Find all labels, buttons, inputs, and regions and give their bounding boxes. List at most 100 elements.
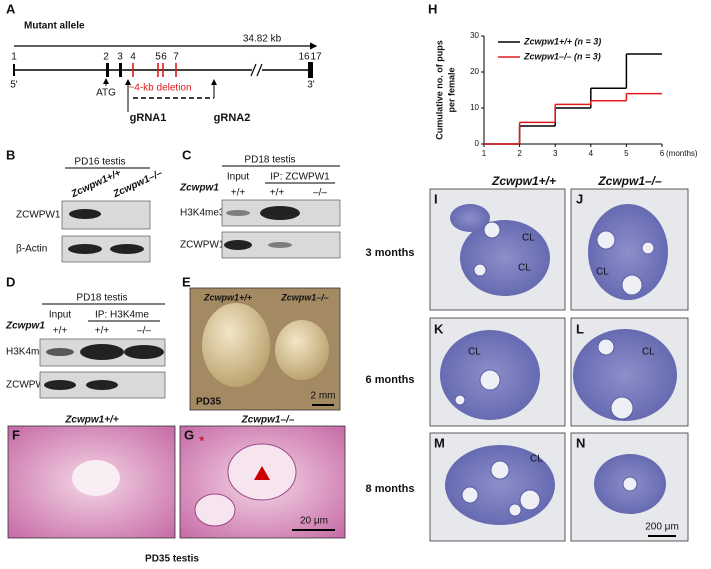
exon-number: 2 xyxy=(103,52,109,63)
genotype: Zcwpw1–/– xyxy=(597,174,662,188)
five-prime: 5' xyxy=(10,80,18,91)
exon-number: 6 xyxy=(161,52,167,63)
panel-label: N xyxy=(576,435,585,450)
gene: Zcwpw1 xyxy=(5,321,45,332)
column-label: IP: H3K4me xyxy=(95,310,149,321)
panel-label: H xyxy=(428,1,437,16)
band xyxy=(44,380,76,390)
grna-label: gRNA2 xyxy=(214,112,251,124)
cl-label: CL xyxy=(518,263,531,274)
panel-label: J xyxy=(576,191,583,206)
row-label: H3K4me3 xyxy=(6,347,51,358)
x-tick-label: 2 xyxy=(517,149,522,158)
lumen xyxy=(72,460,120,496)
y-tick-label: 20 xyxy=(470,67,479,76)
band xyxy=(80,344,124,360)
genotype: Zcwpw1+/+ xyxy=(64,415,119,426)
row-label: H3K4me3 xyxy=(180,208,225,219)
genotype: +/+ xyxy=(231,188,246,199)
tissue: PD18 testis xyxy=(244,155,295,166)
genotype: Zcwpw1+/+ xyxy=(491,174,556,188)
length-label: 34.82 kb xyxy=(243,34,282,45)
panel-fg: Zcwpw1+/+ Zcwpw1–/– * F G 20 μm PD35 tes… xyxy=(7,415,346,565)
legend-label: Zcwpw1+/+ (n = 3) xyxy=(523,36,601,46)
panel-a: A Mutant allele 34.82 kb 1 2 3 4 5 6 7 1… xyxy=(6,1,322,123)
panel-label: F xyxy=(12,427,20,442)
exon xyxy=(119,63,122,77)
cl-label: CL xyxy=(530,454,543,465)
row-label: ZCWPW1 xyxy=(16,210,61,221)
genotype: Zcwpw1–/– xyxy=(280,292,329,302)
deletion-label: ~4-kb deletion xyxy=(128,83,191,94)
band xyxy=(110,244,144,254)
caption: PD35 testis xyxy=(145,554,199,565)
x-tick-label: 6 xyxy=(660,149,665,158)
x-tick-label: 3 xyxy=(553,149,558,158)
y-tick-label: 30 xyxy=(470,31,479,40)
exon-number: 7 xyxy=(173,52,179,63)
stage: PD35 xyxy=(196,397,221,408)
exon-number: 5 xyxy=(155,52,161,63)
panel-c: C PD18 testis Input IP: ZCWPW1 Zcwpw1 +/… xyxy=(179,147,341,259)
exon-number: 17 xyxy=(310,52,322,63)
band xyxy=(86,380,118,390)
exon xyxy=(308,62,313,78)
cl-label: CL xyxy=(522,233,535,244)
genotype: +/+ xyxy=(53,326,68,337)
panel-in: Zcwpw1+/+ Zcwpw1–/– 3 months 6 months 8 … xyxy=(366,174,689,542)
panel-label: M xyxy=(434,435,445,450)
panel-label: K xyxy=(434,321,444,336)
panel-label: C xyxy=(182,147,192,162)
band xyxy=(69,209,101,219)
three-prime: 3' xyxy=(307,80,315,91)
band xyxy=(68,244,102,254)
y-axis-label: per female xyxy=(446,67,456,112)
panel-label: G xyxy=(184,427,194,442)
legend-label: Zcwpw1–/– (n = 3) xyxy=(523,51,601,61)
cl-label: CL xyxy=(642,347,655,358)
exon xyxy=(13,64,15,76)
atg: ATG xyxy=(96,88,116,99)
panel-label: I xyxy=(434,191,438,206)
row-label: ZCWPW1 xyxy=(6,380,51,391)
exon-number: 1 xyxy=(11,52,17,63)
cl-label: CL xyxy=(596,267,609,278)
x-axis-label: (months) xyxy=(666,149,698,158)
band xyxy=(260,206,300,220)
cl-label: CL xyxy=(468,347,481,358)
testis xyxy=(275,320,329,380)
scale-bar: 20 μm xyxy=(300,516,328,527)
x-tick-label: 1 xyxy=(482,149,487,158)
panel-d: D PD18 testis Input IP: H3K4me Zcwpw1 +/… xyxy=(5,274,166,399)
scale-bar: 200 μm xyxy=(645,522,679,533)
panel-e: E Zcwpw1+/+ Zcwpw1–/– PD35 2 mm xyxy=(182,274,341,411)
scale-bar: 2 mm xyxy=(311,391,336,402)
band xyxy=(224,240,252,250)
column-label: Input xyxy=(49,310,71,321)
genotype: +/+ xyxy=(270,188,285,199)
exon-number: 3 xyxy=(117,52,123,63)
exon-number: 4 xyxy=(130,52,136,63)
x-tick-label: 4 xyxy=(589,149,594,158)
row-label: ZCWPW1 xyxy=(180,240,225,251)
panel-label: B xyxy=(6,147,15,162)
testis xyxy=(202,303,270,387)
column-label: IP: ZCWPW1 xyxy=(270,172,330,183)
break xyxy=(250,63,263,77)
panel-h: H Cumulative no. of pups per female 0 10 2… xyxy=(428,1,698,158)
panel-label: D xyxy=(6,274,15,289)
genotype: Zcwpw1+/+ xyxy=(203,292,253,302)
band xyxy=(124,345,164,359)
svg-text:*: * xyxy=(199,433,205,449)
row-label: β-Actin xyxy=(16,244,47,255)
exon-number: 16 xyxy=(298,52,310,63)
y-tick-label: 10 xyxy=(470,103,479,112)
exon xyxy=(106,63,109,77)
tissue: PD18 testis xyxy=(76,293,127,304)
grna-label: gRNA1 xyxy=(130,112,167,124)
panel-label: A xyxy=(6,1,16,16)
genotype: –/– xyxy=(137,326,151,337)
panel-b: B PD16 testis Zcwpw1+/+ Zcwpw1–/– ZCWPW1… xyxy=(6,147,165,263)
y-axis-label: Cumulative no. of pups xyxy=(434,40,444,140)
row-label: 6 months xyxy=(366,374,415,386)
